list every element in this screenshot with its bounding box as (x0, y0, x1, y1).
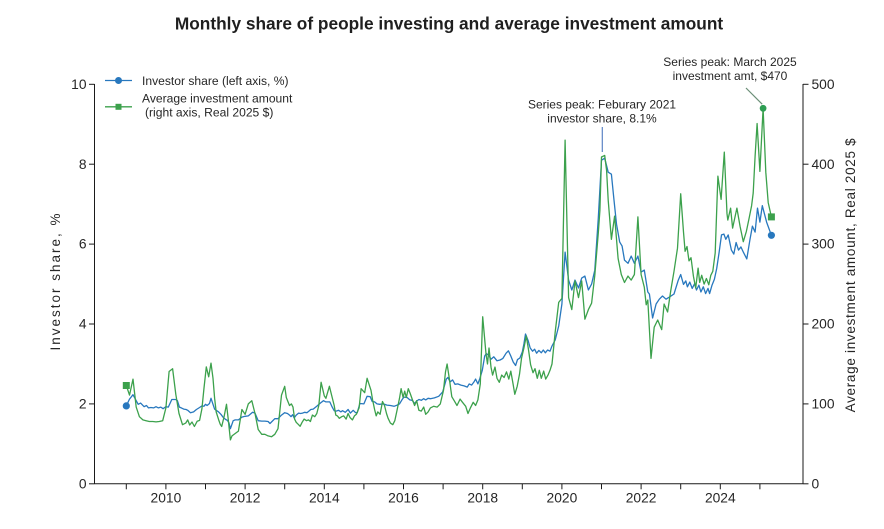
svg-text:2016: 2016 (388, 491, 419, 506)
svg-text:4: 4 (79, 317, 87, 332)
svg-text:Monthly share of people invest: Monthly share of people investing and av… (175, 14, 724, 34)
svg-text:0: 0 (79, 476, 87, 491)
svg-text:2018: 2018 (467, 491, 498, 506)
svg-text:10: 10 (71, 77, 87, 92)
svg-text:investment amt, $470: investment amt, $470 (673, 69, 788, 83)
svg-text:6: 6 (79, 237, 87, 252)
svg-text:Average investment amount: Average investment amount (142, 92, 293, 106)
svg-text:500: 500 (812, 77, 835, 92)
svg-text:Investor share, %: Investor share, % (48, 211, 63, 350)
svg-text:2014: 2014 (309, 491, 340, 506)
svg-text:2024: 2024 (705, 491, 736, 506)
svg-text:2010: 2010 (151, 491, 182, 506)
svg-text:0: 0 (812, 476, 820, 491)
svg-text:2: 2 (79, 397, 87, 412)
svg-text:Average investment amount, Rea: Average investment amount, Real 2025 $ (843, 138, 858, 413)
svg-text:2012: 2012 (230, 491, 261, 506)
svg-text:Series peak: Feburary 2021: Series peak: Feburary 2021 (528, 98, 676, 112)
svg-text:300: 300 (812, 237, 835, 252)
svg-text:200: 200 (812, 317, 835, 332)
svg-text:(right axis, Real 2025 $): (right axis, Real 2025 $) (145, 106, 273, 120)
svg-text:Investor share (left axis, %): Investor share (left axis, %) (142, 74, 289, 88)
svg-text:100: 100 (812, 397, 835, 412)
svg-text:investor share, 8.1%: investor share, 8.1% (547, 112, 657, 126)
svg-text:8: 8 (79, 157, 87, 172)
svg-text:400: 400 (812, 157, 835, 172)
svg-text:2022: 2022 (626, 491, 657, 506)
svg-text:Series peak: March 2025: Series peak: March 2025 (663, 55, 797, 69)
svg-text:2020: 2020 (547, 491, 578, 506)
